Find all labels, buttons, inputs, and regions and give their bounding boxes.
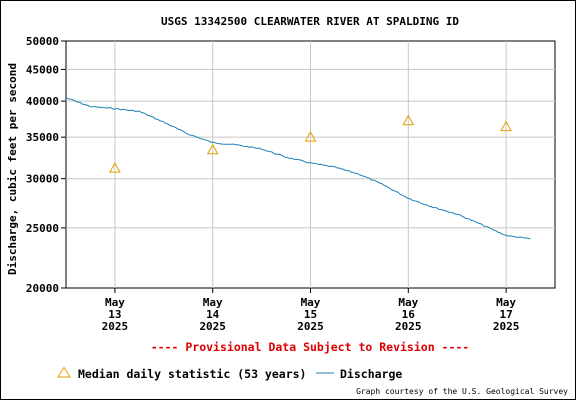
legend-median-label: Median daily statistic (53 years) [78,367,306,381]
y-tick-label: 40000 [26,95,59,108]
x-tick-year: 2025 [493,320,520,333]
grid-lines [66,41,555,288]
series-layer [65,97,531,240]
median-marker [206,143,219,155]
x-tick-month: May [398,296,418,309]
legend-median-marker [57,366,71,378]
y-tick-label: 30000 [26,173,59,186]
median-marker [500,120,512,132]
x-tick-month: May [301,296,321,309]
x-tick-day: 14 [206,308,220,321]
x-tick-year: 2025 [199,320,226,333]
discharge-line [65,97,531,240]
x-tick-month: May [105,296,125,309]
median-marker [402,114,415,126]
median-marker [304,131,317,142]
median-marker [109,162,121,173]
y-axis-label: Discharge, cubic feet per second [6,63,19,275]
credit-text: Graph courtesy of the U.S. Geological Su… [356,387,568,396]
y-tick-label: 20000 [26,282,59,295]
x-tick-year: 2025 [297,320,324,333]
x-tick-month: May [496,296,516,309]
legend-discharge-label: Discharge [340,367,402,381]
x-tick-month: May [203,296,223,309]
y-tick-label: 50000 [26,35,59,48]
y-tick-label: 45000 [26,63,59,76]
x-tick-day: 15 [304,308,317,321]
y-tick-label: 25000 [26,222,59,235]
x-tick-year: 2025 [395,320,422,333]
provisional-notice: ---- Provisional Data Subject to Revisio… [151,340,470,354]
x-tick-day: 17 [499,308,512,321]
legend: Median daily statistic (53 years) Discha… [57,366,402,381]
x-tick-day: 13 [108,308,121,321]
x-axis-ticks: May132025May142025May152025May162025May1… [102,288,520,333]
x-tick-day: 16 [402,308,416,321]
chart-title: USGS 13342500 CLEARWATER RIVER AT SPALDI… [161,15,459,28]
y-tick-label: 35000 [26,131,59,144]
x-tick-year: 2025 [102,320,129,333]
y-axis-ticks: 20000 25000 30000 35000 40000 45000 50000 [26,35,66,295]
